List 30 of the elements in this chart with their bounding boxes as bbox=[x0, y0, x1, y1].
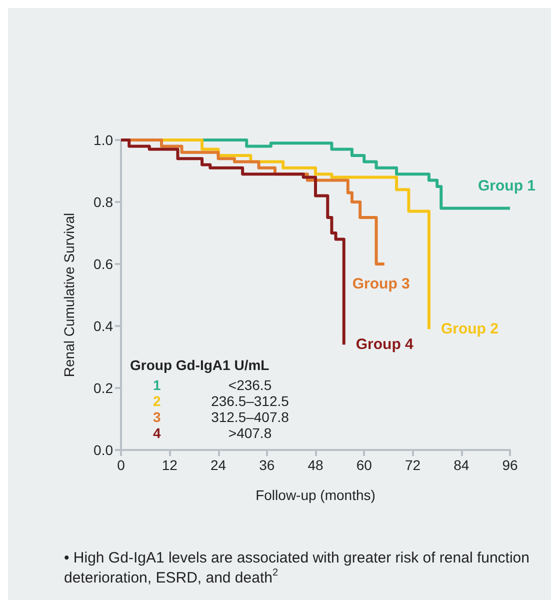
y-tick-label: 0.0 bbox=[94, 442, 114, 458]
legend-title: Group Gd-IgA1 U/mL bbox=[130, 357, 270, 373]
y-axis-title: Renal Cumulative Survival bbox=[61, 212, 77, 378]
annotation: <236.5 bbox=[228, 377, 272, 393]
annotation: 236.5–312.5 bbox=[211, 393, 290, 409]
series-label: Group 2 bbox=[440, 320, 498, 338]
x-tick-label: 48 bbox=[308, 457, 324, 473]
series-label: Group 3 bbox=[352, 276, 410, 292]
x-tick-label: 96 bbox=[502, 457, 518, 473]
x-tick-label: 60 bbox=[356, 457, 372, 473]
y-tick-label: 0.8 bbox=[94, 194, 114, 210]
y-tick-label: 1.0 bbox=[94, 132, 114, 148]
x-tick-label: 12 bbox=[162, 457, 178, 473]
y-tick-label: 0.6 bbox=[94, 256, 114, 272]
series-label: Group 4 bbox=[356, 336, 414, 354]
x-tick-label: 24 bbox=[210, 457, 226, 473]
x-tick-label: 84 bbox=[454, 457, 470, 473]
x-tick-label: 0 bbox=[117, 457, 126, 473]
y-tick-label: 0.4 bbox=[94, 318, 114, 334]
x-tick-label: 72 bbox=[404, 457, 421, 473]
annotation: 1 bbox=[153, 377, 161, 393]
annotation: 2 bbox=[153, 393, 161, 409]
annotation: 312.5–407.8 bbox=[211, 409, 290, 425]
x-tick-label: 36 bbox=[259, 457, 275, 473]
annotation: >407.8 bbox=[228, 425, 272, 441]
annotation: 4 bbox=[153, 425, 161, 441]
x-axis-title: Follow-up (months) bbox=[256, 487, 376, 503]
y-tick-label: 0.2 bbox=[94, 380, 114, 396]
series-label: Group 1 bbox=[478, 178, 536, 195]
annotation: 3 bbox=[153, 409, 161, 425]
